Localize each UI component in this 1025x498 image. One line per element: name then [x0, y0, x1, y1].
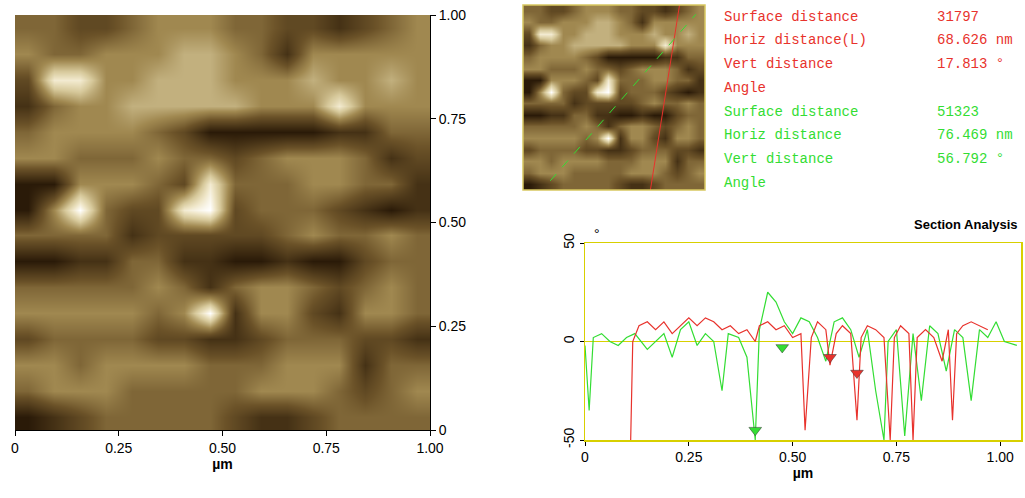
- svg-text:0: 0: [581, 449, 589, 465]
- svg-text:0.75: 0.75: [439, 111, 466, 127]
- svg-text:-50: -50: [561, 428, 577, 448]
- svg-text:0: 0: [11, 440, 19, 456]
- svg-text:°: °: [594, 226, 600, 242]
- svg-text:Surface distance: Surface distance: [724, 104, 858, 120]
- svg-text:0: 0: [439, 422, 447, 438]
- svg-text:0.25: 0.25: [675, 449, 702, 465]
- svg-text:Horiz distance(L): Horiz distance(L): [724, 32, 867, 48]
- svg-text:0.25: 0.25: [439, 318, 466, 334]
- svg-text:0.50: 0.50: [209, 440, 236, 456]
- svg-text:31797: 31797: [937, 9, 979, 25]
- svg-text:76.469 nm: 76.469 nm: [937, 127, 1013, 143]
- svg-text:56.792 °: 56.792 °: [937, 151, 1004, 167]
- svg-text:51323: 51323: [937, 104, 979, 120]
- svg-text:Section Analysis: Section Analysis: [914, 217, 1018, 232]
- svg-text:0.50: 0.50: [439, 214, 466, 230]
- svg-text:Horiz distance: Horiz distance: [724, 127, 842, 143]
- svg-text:0.75: 0.75: [313, 440, 340, 456]
- svg-text:1.00: 1.00: [987, 449, 1014, 465]
- svg-text:1.00: 1.00: [439, 7, 466, 23]
- svg-text:0.75: 0.75: [883, 449, 910, 465]
- svg-text:0.50: 0.50: [779, 449, 806, 465]
- svg-text:Vert distance: Vert distance: [724, 56, 833, 72]
- svg-text:µm: µm: [793, 465, 814, 481]
- svg-text:µm: µm: [212, 456, 233, 472]
- svg-text:Angle: Angle: [724, 80, 766, 96]
- svg-text:1.00: 1.00: [416, 440, 443, 456]
- svg-text:68.626 nm: 68.626 nm: [937, 32, 1013, 48]
- svg-text:Vert distance: Vert distance: [724, 151, 833, 167]
- svg-text:50: 50: [561, 233, 577, 249]
- svg-text:0: 0: [561, 335, 577, 343]
- svg-text:0.25: 0.25: [105, 440, 132, 456]
- svg-text:Angle: Angle: [724, 175, 766, 191]
- svg-text:Surface distance: Surface distance: [724, 9, 858, 25]
- svg-text:17.813 °: 17.813 °: [937, 56, 1004, 72]
